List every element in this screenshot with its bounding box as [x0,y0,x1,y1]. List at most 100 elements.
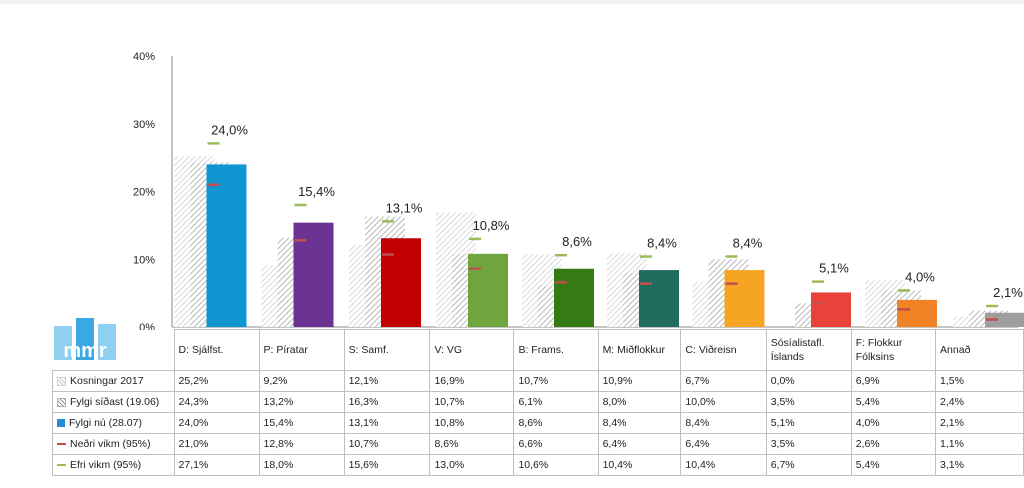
table-cell: 2,6% [850,433,937,455]
series-label-cell: Neðri vikm (95%) [52,433,175,455]
table-cell: 13,1% [343,412,431,434]
data-label: 13,1% [386,200,423,215]
table-cell: 6,4% [680,433,767,455]
bar-fylgi-nu [381,238,421,327]
table-cell: 10,7% [343,433,431,455]
table-row: Efri vikm (95%) 27,1% 18,0% 15,6% 13,0% 10,6%… [52,454,1024,476]
series-name: Fylgi nú (28.07) [69,417,142,429]
table-cell: 4,0% [850,412,937,434]
table-cell: 12,1% [343,370,431,392]
table-cell: 10,9% [597,370,682,392]
bar-fylgi-nu [724,270,765,327]
table-cell: 5,4% [850,391,937,413]
series-name: Kosningar 2017 [70,375,144,387]
bar-fylgi-nu [985,312,1024,327]
table-cell: 25,2% [173,370,260,392]
table-cell: 3,1% [935,454,1024,476]
table-cell: 3,5% [765,391,852,413]
data-label: 4,0% [905,269,935,284]
table-row: Kosningar 2017 25,2% 9,2% 12,1% 16,9% 10,7% 10… [52,370,1024,392]
category-header: V: VG [429,329,515,371]
y-tick-label: 0% [139,322,155,330]
category-header: D: Sjálfst. [173,329,260,371]
table-cell: 6,9% [850,370,937,392]
series-label-cell: Kosningar 2017 [52,370,175,392]
data-label: 10,8% [473,218,510,233]
series-label-cell: Fylgi síðast (19.06) [52,391,175,413]
category-header: F: Flokkur Fólksins [850,329,937,371]
table-cell: 13,0% [429,454,515,476]
table-header-row: D: Sjálfst. P: Píratar S: Samf. V: VG B: Fra… [53,329,1024,371]
table-cell: 2,4% [935,391,1024,413]
category-header: S: Samf. [343,329,431,371]
table-cell: 10,6% [513,454,599,476]
category-header: P: Píratar [258,329,345,371]
table-cell: 1,5% [935,370,1024,392]
series-label-cell: Efri vikm (95%) [52,454,175,476]
table-cell: 6,7% [765,454,852,476]
table-cell: 24,0% [173,412,260,434]
y-tick-label: 10% [133,254,155,266]
table-cell: 10,4% [597,454,682,476]
y-tick-label: 20% [133,187,155,199]
data-label: 8,4% [647,236,677,251]
table-cell: 6,4% [597,433,682,455]
table-cell: 10,7% [513,370,599,392]
category-header: C: Viðreisn [680,329,767,371]
bar-fylgi-nu [897,299,937,327]
data-label: 15,4% [298,184,335,199]
data-label: 5,1% [819,261,849,276]
table-corner [53,330,175,371]
category-header: Annað [935,329,1024,371]
table-cell: 18,0% [258,454,345,476]
table-cell: 8,6% [429,433,515,455]
table-cell: 8,4% [597,412,682,434]
bar-fylgi-nu [206,164,247,327]
table-cell: 6,1% [513,391,599,413]
table-cell: 24,3% [173,391,260,413]
table-cell: 5,1% [765,412,852,434]
table-cell: 2,1% [935,412,1024,434]
table-cell: 8,4% [680,412,767,434]
table-cell: 10,7% [429,391,515,413]
bar-chart: 0% 10% 20% 30% 40% 24,0% 15,4% 13,1% 10,8% 8,6% 8… [133,51,1024,330]
data-label: 2,1% [993,285,1023,300]
legend-swatch [57,419,65,427]
bar-fylgi-nu [811,292,851,327]
svg-text:mmr: mmr [63,340,107,362]
data-label: 8,4% [733,236,763,251]
table-cell: 16,3% [343,391,431,413]
category-header: Sósíalistafl. Íslands [765,329,852,371]
series-label-cell: Fylgi nú (28.07) [52,412,175,434]
table-cell: 13,2% [258,391,345,413]
table-cell: 12,8% [258,433,345,455]
series-name: Efri vikm (95%) [70,459,142,471]
series-name: Fylgi síðast (19.06) [70,396,160,408]
category-header: B: Frams. [513,329,599,371]
bar-fylgi-nu [468,253,508,327]
data-table: D: Sjálfst. P: Píratar S: Samf. V: VG B: Fra… [52,329,1024,476]
bar-fylgi-nu [293,222,334,327]
table-cell: 10,4% [680,454,767,476]
table-row: Fylgi síðast (19.06) 24,3% 13,2% 16,3% 10,7%… [52,391,1024,413]
legend-swatch [57,376,66,386]
table-cell: 8,6% [513,412,599,434]
table-cell: 16,9% [429,370,515,392]
table-row: Fylgi nú (28.07) 24,0% 15,4% 13,1% 10,8% 8,6%… [52,412,1024,434]
table-cell: 1,1% [935,433,1024,455]
table-cell: 6,7% [680,370,767,392]
data-label: 24,0% [211,122,248,137]
mmr-logo: mmr [52,316,122,362]
table-cell: 27,1% [173,454,260,476]
table-cell: 10,8% [429,412,515,434]
top-border [0,0,1024,4]
table-cell: 21,0% [173,433,260,455]
data-label: 8,6% [562,234,592,249]
bar-fylgi-nu [639,270,679,327]
bars: 24,0% 15,4% 13,1% 10,8% 8,6% 8,4% 8,4% 5,1% 4,0%… [174,122,1024,327]
table-cell: 5,4% [850,454,937,476]
legend-swatch [57,443,66,445]
legend-swatch [57,397,66,407]
legend-swatch [57,464,66,466]
table-cell: 0,0% [765,370,852,392]
